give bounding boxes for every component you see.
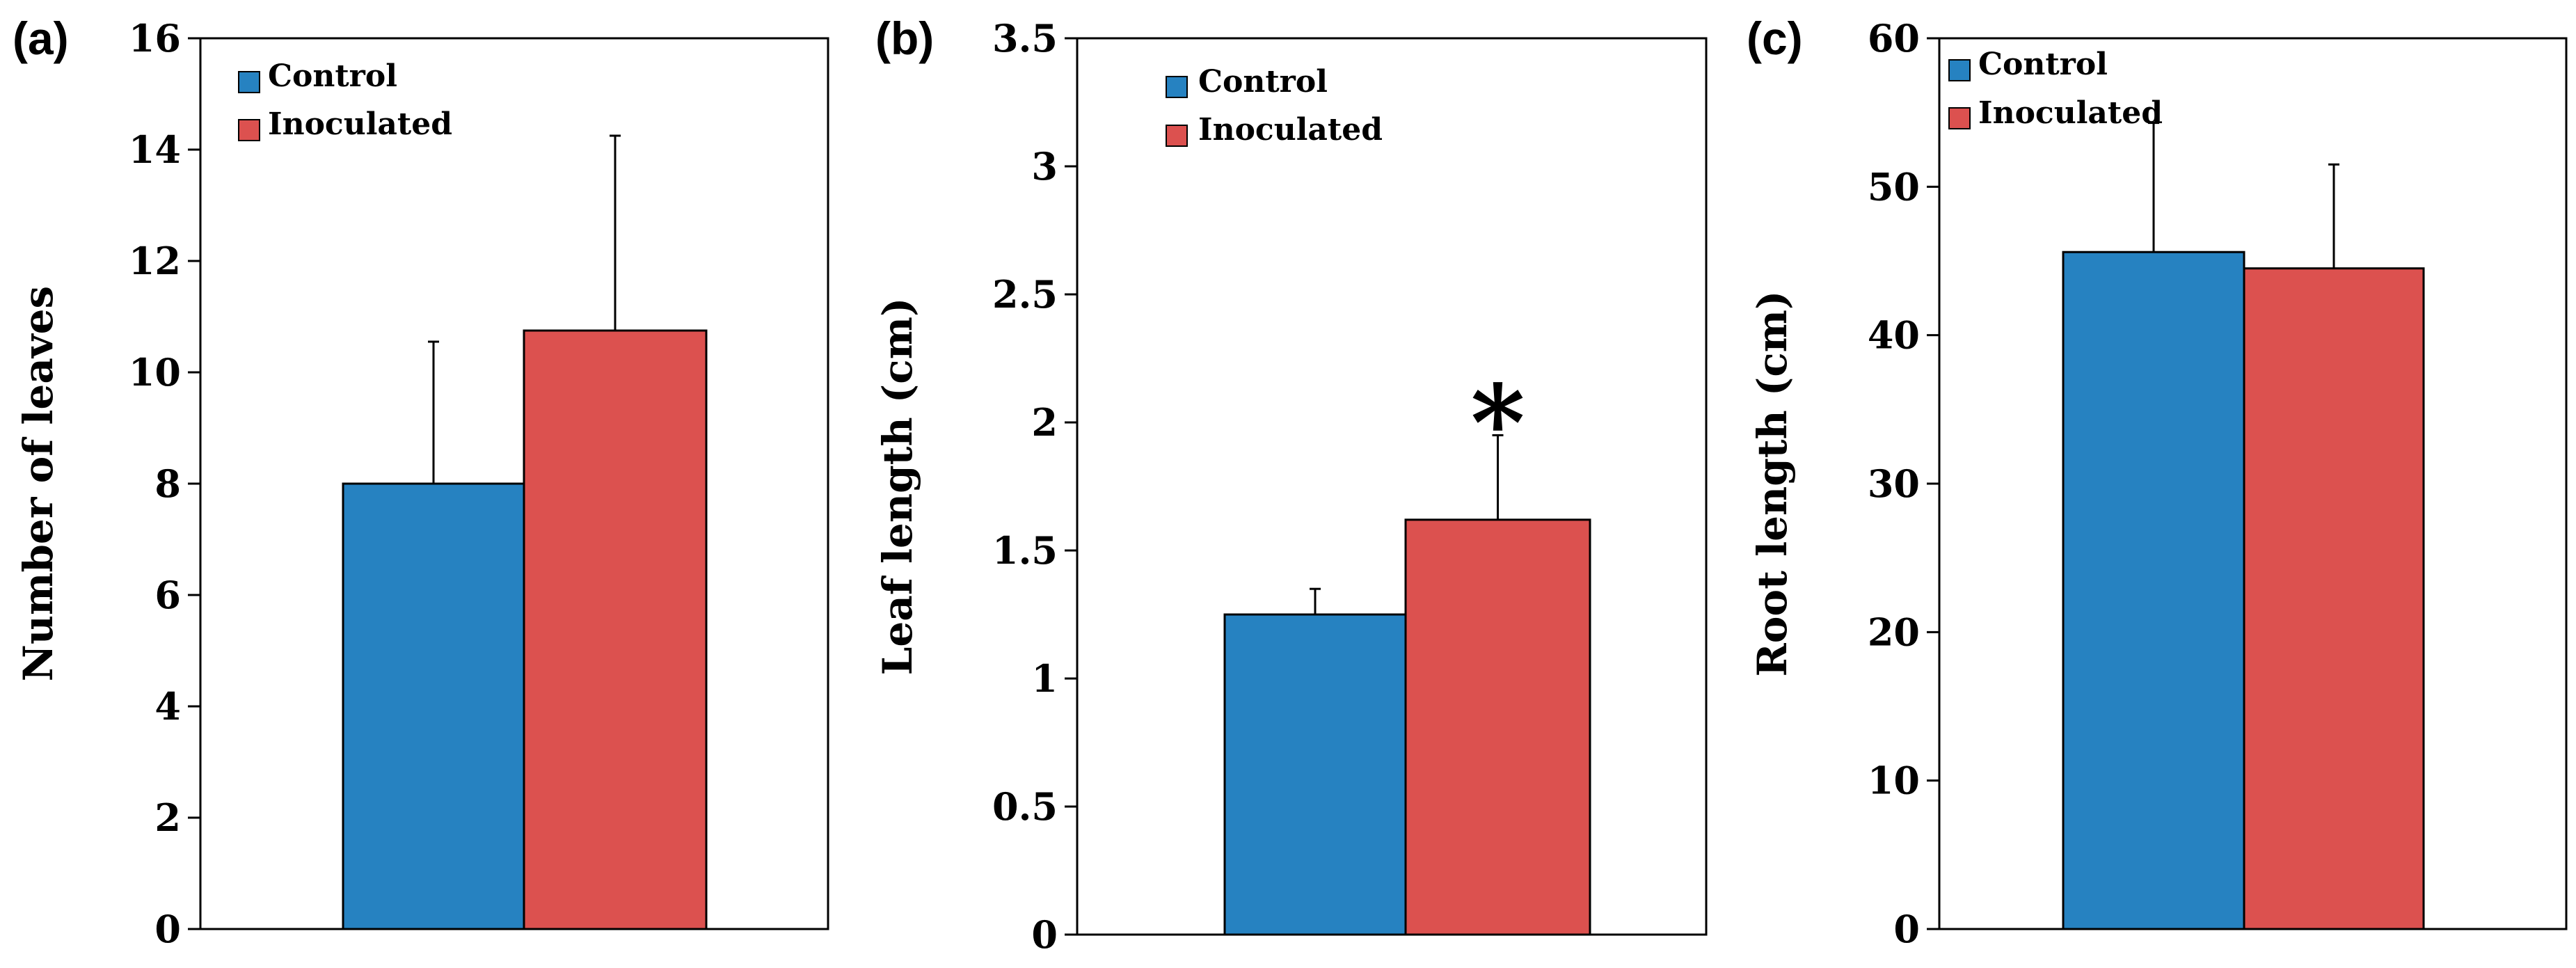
y-tick-label: 14	[129, 127, 181, 172]
legend-swatch-control	[238, 71, 260, 93]
legend: Control Inoculated	[1948, 47, 2163, 131]
y-axis-title: Number of leaves	[15, 286, 62, 681]
panel-label: (c)	[1747, 13, 1803, 64]
chart-panel-c: 0 10 20 30 40 50 60 (c) Root length (cm) Control I…	[1747, 13, 2568, 951]
legend-swatch-inoculated	[1166, 125, 1188, 147]
panel-label: (b)	[875, 13, 934, 64]
y-tick-label: 0	[154, 907, 181, 951]
y-tick-label: 40	[1868, 313, 1920, 358]
y-tick-label: 6	[154, 573, 181, 617]
legend-swatch-inoculated	[238, 119, 260, 141]
y-tick-label: 2	[154, 795, 181, 840]
y-tick-label: 50	[1868, 164, 1920, 209]
y-tick-label: 0.5	[992, 784, 1058, 829]
legend: Control Inoculated	[1166, 64, 1383, 148]
bar-inoculated	[2243, 267, 2425, 930]
legend: Control Inoculated	[238, 58, 452, 142]
y-tick-label: 3	[1031, 144, 1058, 189]
panel-label: (a)	[13, 13, 69, 64]
y-tick-label: 12	[129, 239, 181, 283]
y-tick-label: 1	[1031, 656, 1058, 701]
bar-control	[342, 482, 525, 930]
chart-panel-a: 0 2 4 6 8 10 12 14 16 (a) Number of leaves Control I…	[13, 13, 829, 951]
significance-marker: *	[1470, 362, 1525, 484]
legend-swatch-control	[1948, 59, 1971, 81]
legend-label-control: Control	[1198, 64, 1328, 100]
chart-panel-b: 0 0.5 1 1.5 2 2.5 3 3.5 (b) Leaf length (cm) * Cont…	[874, 13, 1708, 957]
legend-swatch-control	[1166, 76, 1188, 98]
bar-inoculated	[523, 329, 708, 930]
legend-label-inoculated: Inoculated	[1198, 112, 1383, 148]
y-tick-label: 8	[154, 461, 181, 506]
bar-inoculated	[1404, 518, 1591, 936]
legend-label-control: Control	[1978, 47, 2108, 82]
legend-label-inoculated: Inoculated	[1978, 95, 2163, 131]
bar-control	[2062, 251, 2245, 930]
legend-label-inoculated: Inoculated	[268, 106, 452, 142]
y-tick-label: 1.5	[992, 528, 1058, 573]
y-tick-label: 4	[154, 684, 181, 729]
y-tick-label: 16	[129, 16, 181, 61]
y-axis-title: Root length (cm)	[1749, 291, 1796, 677]
y-tick-label: 0	[1893, 907, 1920, 951]
bar-control	[1223, 613, 1407, 936]
y-tick-label: 3.5	[992, 16, 1058, 61]
legend-swatch-inoculated	[1948, 107, 1971, 129]
y-tick-label: 60	[1868, 16, 1920, 61]
y-tick-label: 30	[1868, 461, 1920, 506]
y-tick-label: 10	[1868, 759, 1920, 803]
legend-label-control: Control	[268, 58, 397, 94]
y-tick-label: 2	[1031, 400, 1058, 445]
y-tick-label: 0	[1031, 912, 1058, 957]
y-tick-label: 10	[129, 350, 181, 395]
y-tick-label: 20	[1868, 610, 1920, 654]
y-tick-label: 2.5	[992, 272, 1058, 317]
y-axis-title: Leaf length (cm)	[874, 298, 921, 676]
